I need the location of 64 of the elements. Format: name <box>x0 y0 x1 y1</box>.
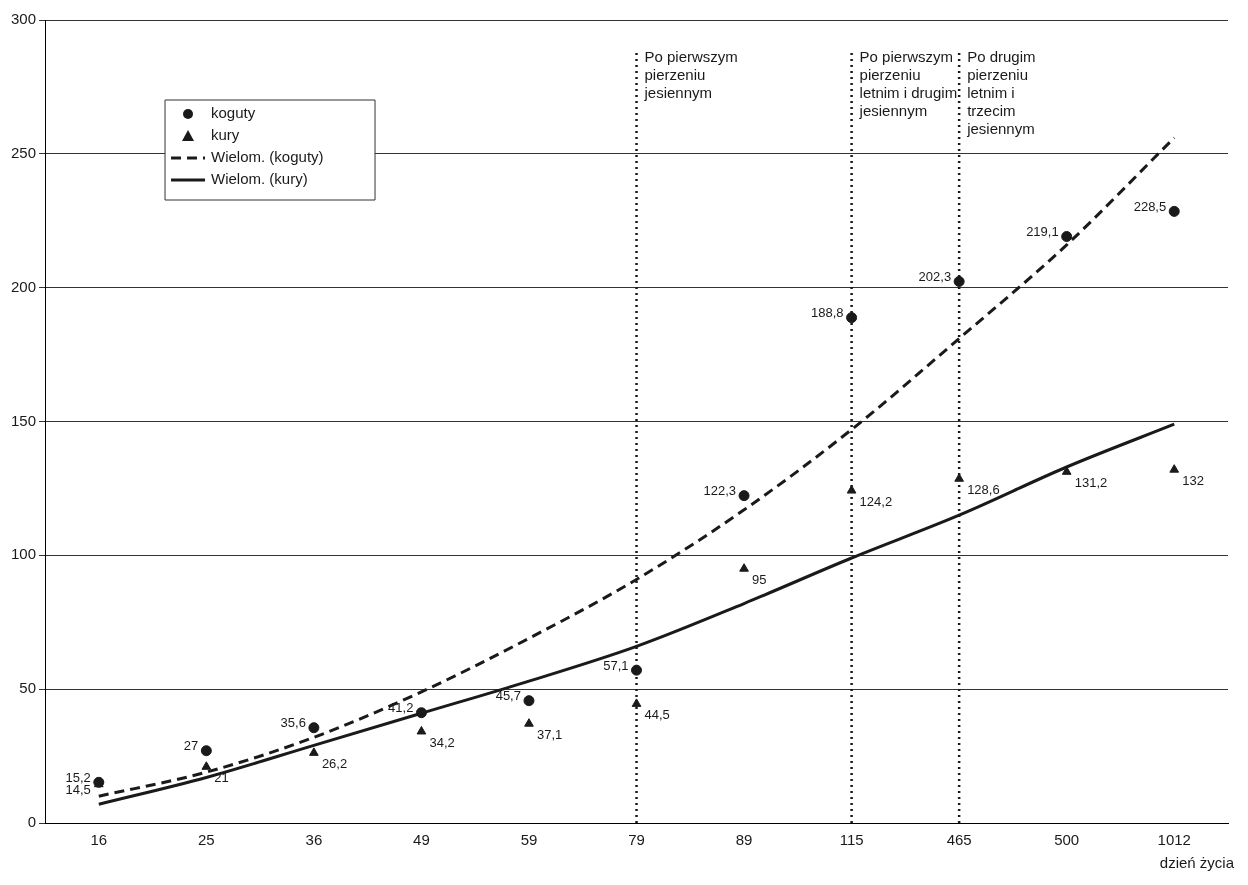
point <box>416 725 427 735</box>
data-label: 15,2 <box>65 769 91 785</box>
legend-label: Wielom. (koguty) <box>211 148 324 166</box>
x-tick-label: 25 <box>198 831 215 849</box>
ref-line-label: Po pierwszym pierzeniu letnim i drugim jesiennym <box>858 47 958 119</box>
y-tick-label: 50 <box>19 679 37 697</box>
y-tick-label: 200 <box>11 277 37 295</box>
x-tick-label: 79 <box>628 831 645 849</box>
x-axis-title: dzień życia <box>1159 853 1235 871</box>
point <box>631 664 643 676</box>
data-label: 132 <box>1182 473 1204 489</box>
point <box>415 707 427 719</box>
data-label: 124,2 <box>859 494 893 510</box>
ref-line-label: Po pierwszym pierzeniu jesiennym <box>643 47 738 101</box>
point <box>953 276 965 288</box>
data-label: 131,2 <box>1074 475 1108 491</box>
point <box>309 747 319 756</box>
data-label: 35,6 <box>280 715 306 731</box>
data-label: 219,1 <box>1026 224 1059 240</box>
data-label: 228,5 <box>1133 198 1167 214</box>
x-tick-label: 1012 <box>1157 831 1191 849</box>
data-label: 27 <box>183 738 199 754</box>
y-tick-label: 150 <box>11 411 37 429</box>
ref-line-label: Po drugim pierzeniu letnim i trzecim jesiennym <box>966 47 1036 137</box>
x-tick-label: 16 <box>90 831 108 849</box>
point <box>738 490 750 502</box>
x-tick-label: 49 <box>413 831 430 849</box>
data-label: 37,1 <box>536 727 563 743</box>
data-label: 44,5 <box>644 707 670 723</box>
data-label: 45,7 <box>495 688 521 704</box>
legend-label: kury <box>211 126 240 144</box>
y-tick-label: 300 <box>11 10 37 28</box>
y-tick-label: 100 <box>11 545 37 563</box>
data-label: 202,3 <box>918 269 952 285</box>
point <box>201 761 212 770</box>
legend-label: koguty <box>211 104 256 122</box>
point <box>846 485 857 494</box>
data-label: 188,8 <box>811 305 844 321</box>
data-label: 128,6 <box>967 482 1000 498</box>
point <box>631 698 642 707</box>
legend-label: Wielom. (kury) <box>211 170 308 188</box>
point <box>1061 231 1073 243</box>
x-tick-label: 500 <box>1054 831 1080 849</box>
point <box>1169 464 1180 473</box>
point <box>308 722 320 734</box>
x-tick-label: 89 <box>735 831 753 849</box>
point <box>200 745 212 757</box>
point <box>846 312 858 324</box>
x-tick-label: 59 <box>520 831 538 849</box>
data-label: 57,1 <box>603 657 629 673</box>
point <box>524 718 534 727</box>
point <box>1168 205 1180 217</box>
point <box>954 473 964 482</box>
data-label: 34,2 <box>429 735 455 751</box>
y-tick-label: 250 <box>11 143 37 161</box>
x-tick-label: 115 <box>839 831 864 849</box>
data-label: 122,3 <box>703 483 737 499</box>
point <box>523 695 535 707</box>
point <box>739 563 749 572</box>
x-tick-label: 36 <box>305 831 323 849</box>
data-label: 26,2 <box>321 756 348 772</box>
data-label: 95 <box>752 572 767 588</box>
y-tick-label: 0 <box>27 813 37 831</box>
x-tick-label: 465 <box>946 831 972 849</box>
